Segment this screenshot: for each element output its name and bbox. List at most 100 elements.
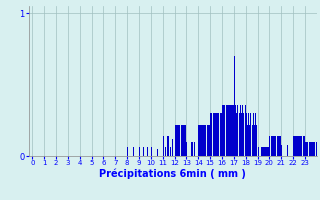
Bar bbox=[207, 125, 208, 156]
Bar bbox=[185, 125, 186, 156]
Bar bbox=[242, 105, 243, 156]
Bar bbox=[307, 142, 308, 156]
Bar bbox=[183, 125, 184, 156]
Bar bbox=[236, 113, 237, 156]
Bar bbox=[295, 136, 297, 156]
Bar bbox=[143, 147, 144, 156]
Bar bbox=[165, 147, 166, 156]
Bar bbox=[256, 125, 257, 156]
Bar bbox=[228, 105, 229, 156]
Bar bbox=[279, 136, 280, 156]
Bar bbox=[184, 125, 185, 156]
Bar bbox=[219, 113, 220, 156]
Bar bbox=[192, 142, 193, 156]
Bar bbox=[172, 139, 173, 156]
Bar bbox=[147, 147, 148, 156]
Bar bbox=[211, 113, 212, 156]
Bar bbox=[220, 113, 221, 156]
Bar bbox=[254, 125, 255, 156]
Bar bbox=[198, 125, 199, 156]
Bar bbox=[253, 113, 254, 156]
Bar bbox=[223, 105, 224, 156]
Bar bbox=[157, 149, 158, 156]
Bar bbox=[231, 105, 233, 156]
Bar bbox=[308, 142, 309, 156]
Bar bbox=[240, 105, 241, 156]
Bar bbox=[315, 142, 316, 156]
Bar bbox=[261, 147, 262, 156]
Bar bbox=[216, 113, 217, 156]
Bar bbox=[269, 136, 270, 156]
Bar bbox=[215, 113, 216, 156]
Bar bbox=[244, 105, 245, 156]
Bar bbox=[235, 105, 236, 156]
Bar bbox=[177, 125, 178, 156]
Bar bbox=[203, 125, 204, 156]
Bar bbox=[310, 142, 311, 156]
Bar bbox=[293, 136, 294, 156]
Bar bbox=[287, 145, 288, 156]
Bar bbox=[229, 105, 230, 156]
Bar bbox=[239, 113, 240, 156]
Bar bbox=[226, 105, 227, 156]
Bar bbox=[255, 113, 256, 156]
Bar bbox=[298, 136, 299, 156]
Bar bbox=[201, 125, 202, 156]
Bar bbox=[151, 147, 152, 156]
Bar bbox=[227, 105, 228, 156]
Bar bbox=[175, 125, 176, 156]
Bar bbox=[263, 147, 265, 156]
Bar bbox=[274, 136, 275, 156]
Bar bbox=[271, 136, 272, 156]
Bar bbox=[275, 136, 276, 156]
Bar bbox=[205, 125, 206, 156]
Bar bbox=[167, 136, 169, 156]
Bar bbox=[248, 113, 249, 156]
Bar bbox=[251, 113, 252, 156]
Bar bbox=[202, 125, 203, 156]
Bar bbox=[178, 125, 179, 156]
Bar bbox=[252, 125, 253, 156]
Bar bbox=[222, 105, 223, 156]
Bar bbox=[294, 136, 295, 156]
Bar bbox=[273, 136, 274, 156]
Bar bbox=[210, 113, 211, 156]
Bar bbox=[246, 113, 247, 156]
Bar bbox=[267, 147, 268, 156]
Bar bbox=[300, 136, 301, 156]
Bar bbox=[180, 125, 181, 156]
Bar bbox=[233, 105, 234, 156]
Bar bbox=[234, 56, 235, 156]
Bar bbox=[214, 113, 215, 156]
Bar bbox=[247, 125, 248, 156]
Bar bbox=[280, 136, 281, 156]
Bar bbox=[209, 125, 210, 156]
Bar bbox=[301, 136, 302, 156]
Bar bbox=[312, 142, 313, 156]
Bar bbox=[208, 125, 209, 156]
Bar bbox=[311, 142, 312, 156]
Bar bbox=[237, 105, 238, 156]
Bar bbox=[268, 147, 269, 156]
Bar bbox=[241, 113, 242, 156]
Bar bbox=[179, 125, 180, 156]
Bar bbox=[313, 142, 314, 156]
Bar bbox=[258, 147, 259, 156]
Bar bbox=[194, 142, 195, 156]
Bar bbox=[163, 136, 164, 156]
Bar bbox=[278, 136, 279, 156]
Bar bbox=[316, 142, 317, 156]
Bar bbox=[265, 147, 266, 156]
Bar bbox=[199, 125, 201, 156]
X-axis label: Précipitations 6min ( mm ): Précipitations 6min ( mm ) bbox=[100, 169, 246, 179]
Bar bbox=[266, 147, 267, 156]
Bar bbox=[221, 113, 222, 156]
Bar bbox=[127, 147, 128, 156]
Bar bbox=[249, 125, 250, 156]
Bar bbox=[304, 136, 305, 156]
Bar bbox=[303, 136, 304, 156]
Bar bbox=[191, 142, 192, 156]
Bar bbox=[281, 145, 282, 156]
Bar bbox=[133, 147, 134, 156]
Bar bbox=[139, 147, 140, 156]
